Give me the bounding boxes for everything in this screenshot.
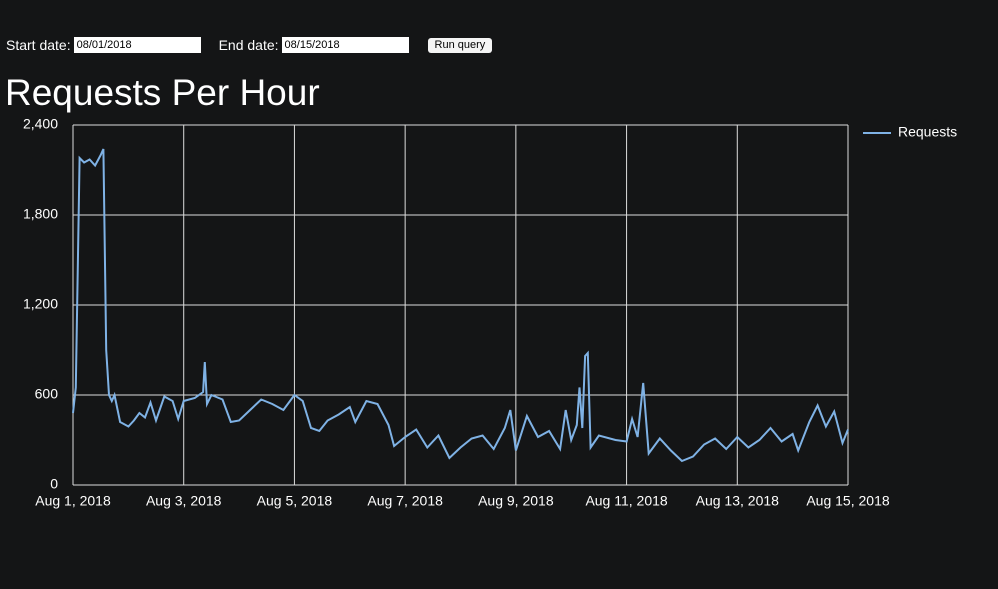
legend-label: Requests: [898, 124, 957, 140]
start-label: Start date:: [6, 37, 71, 53]
chart-title: Requests Per Hour: [5, 72, 320, 113]
x-tick-label: Aug 1, 2018: [35, 493, 111, 509]
x-tick-label: Aug 13, 2018: [696, 493, 780, 509]
x-tick-label: Aug 7, 2018: [367, 493, 443, 509]
x-tick-label: Aug 15, 2018: [806, 493, 890, 509]
y-tick-label: 0: [50, 476, 58, 492]
query-form: Start date: 08/01/2018 End date: 08/15/2…: [6, 37, 493, 53]
y-tick-label: 2,400: [23, 116, 58, 132]
y-tick-label: 1,800: [23, 206, 58, 222]
y-tick-label: 600: [35, 386, 59, 402]
y-tick-label: 1,200: [23, 296, 58, 312]
x-tick-label: Aug 11, 2018: [585, 493, 667, 509]
end-label: End date:: [218, 37, 279, 53]
series-line: [72, 148, 849, 463]
start-input[interactable]: 08/01/2018: [73, 37, 201, 53]
x-tick-label: Aug 5, 2018: [257, 493, 333, 509]
x-tick-label: Aug 3, 2018: [146, 493, 222, 509]
x-tick-label: Aug 9, 2018: [478, 493, 554, 509]
end-input[interactable]: 08/15/2018: [281, 37, 409, 53]
run-button[interactable]: Run query: [427, 37, 493, 53]
